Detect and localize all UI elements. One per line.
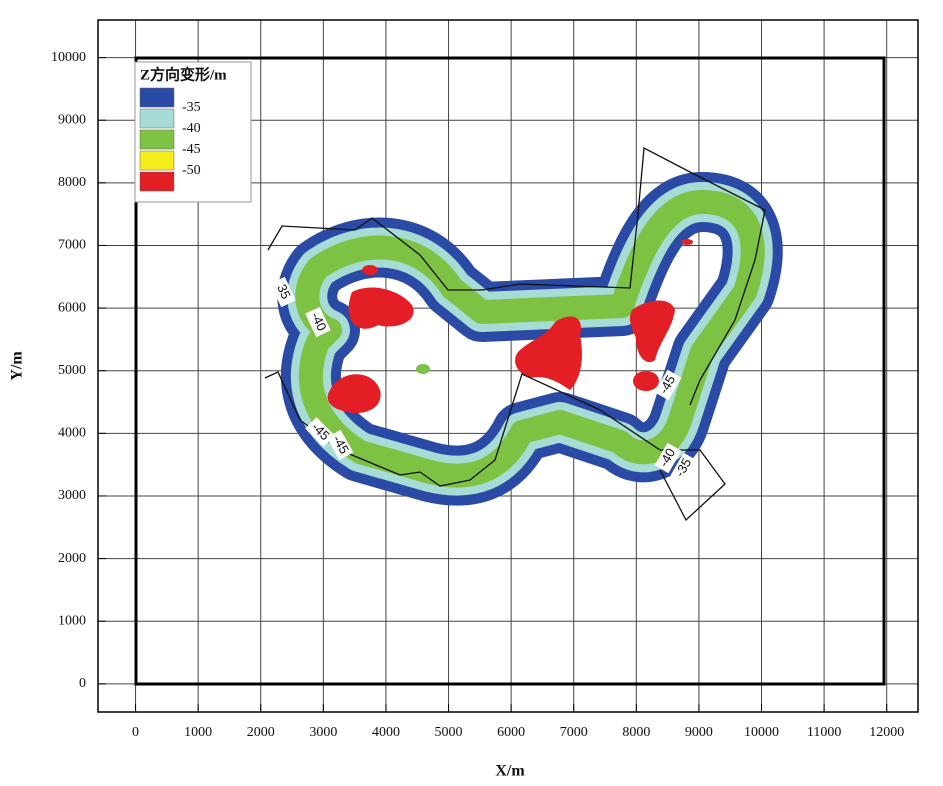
legend-entries: -35 -40 -45 -50	[139, 87, 201, 192]
x-tick-label: 0	[132, 725, 139, 740]
boundary	[267, 146, 766, 406]
x-tick-label: 4000	[372, 725, 400, 740]
green-region	[416, 364, 430, 374]
contour-label: -40	[305, 306, 331, 338]
contour-label: -45	[305, 417, 335, 447]
red-region	[633, 371, 659, 391]
y-tick-label: 6000	[58, 300, 86, 315]
contour-label-text: -40	[308, 310, 330, 333]
x-tick-label: 8000	[622, 725, 650, 740]
x-axis-label: X/m	[495, 763, 525, 780]
contour-label: -45	[654, 369, 682, 401]
y-tick-label: 1000	[58, 613, 86, 628]
contour-label-text: 35	[274, 282, 294, 301]
y-tick-label: 7000	[58, 238, 86, 253]
red-region	[681, 239, 693, 245]
legend-label: -40	[182, 121, 201, 136]
red-region	[362, 265, 378, 275]
y-tick-label: 9000	[58, 112, 86, 127]
legend-swatch	[139, 150, 175, 171]
x-tick-label: 9000	[685, 725, 713, 740]
contour-label-bg	[305, 417, 335, 447]
red-region	[515, 316, 582, 390]
legend-label: -45	[182, 142, 201, 157]
contour-labels: 35-40-45-45-40-35-45	[270, 276, 698, 484]
red-region	[348, 287, 414, 329]
legend: Z方向变形/m -35 -40 -45 -50	[134, 61, 252, 203]
legend-swatch	[139, 171, 175, 192]
legend-label: -35	[182, 100, 201, 115]
y-tick-label: 0	[79, 676, 86, 691]
contour-label-bg	[326, 429, 354, 461]
contour-label-bg	[305, 306, 331, 338]
x-tick-label: 5000	[435, 725, 463, 740]
y-tick-label: 2000	[58, 551, 86, 566]
contour-label: -35	[670, 452, 698, 484]
x-tick-label: 7000	[560, 725, 588, 740]
contour-label-bg	[670, 452, 698, 484]
legend-swatch	[139, 129, 175, 150]
x-tick-label: 11000	[807, 725, 841, 740]
y-tick-label: 10000	[51, 50, 86, 65]
plot-frame	[97, 19, 919, 713]
x-tick-label: 1000	[184, 725, 212, 740]
y-tick-label: 5000	[58, 363, 86, 378]
contour-label: -45	[326, 429, 354, 461]
y-tick-label: 8000	[58, 175, 86, 190]
y-tick-label: 4000	[58, 426, 86, 441]
contour-peaks	[327, 239, 693, 414]
legend-swatch	[139, 87, 175, 108]
red-region	[629, 300, 675, 363]
contour-label-bg	[654, 369, 682, 401]
x-tick-label: 10000	[744, 725, 779, 740]
red-region	[327, 374, 381, 414]
model-boundary	[134, 56, 886, 686]
legend-label: -50	[182, 163, 201, 178]
y-tick-label: 3000	[58, 488, 86, 503]
contour-label: 35	[270, 276, 296, 308]
legend-title: Z方向变形/m	[140, 65, 227, 83]
legend-swatch	[139, 108, 175, 129]
contour-label-bg	[270, 276, 296, 308]
y-axis-label: Y/m	[9, 351, 26, 381]
x-tick-label: 2000	[247, 725, 275, 740]
x-tick-label: 6000	[497, 725, 525, 740]
x-tick-label: 3000	[309, 725, 337, 740]
contour-label-bg	[654, 442, 682, 474]
x-tick-label: 12000	[869, 725, 904, 740]
contour-label: -40	[654, 442, 682, 474]
